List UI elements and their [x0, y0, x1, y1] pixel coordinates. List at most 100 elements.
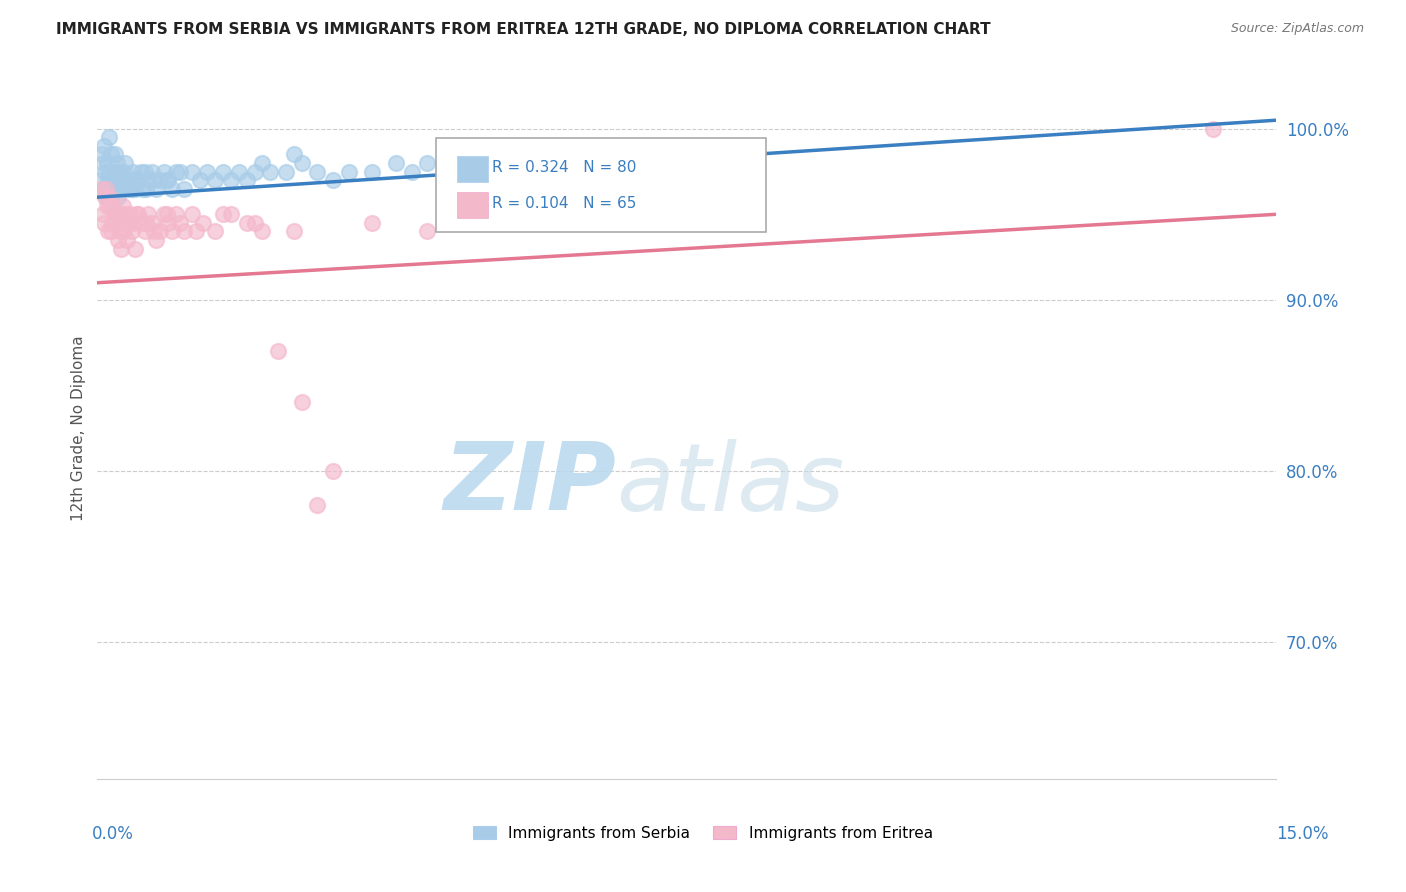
Point: [112, 224, 135, 238]
Point: [259, 164, 281, 178]
Point: [125, 173, 148, 187]
Point: [322, 464, 344, 478]
Point: [252, 224, 274, 238]
Point: [105, 207, 128, 221]
Point: [165, 164, 187, 178]
Point: [228, 164, 250, 178]
Point: [173, 181, 195, 195]
Point: [101, 199, 124, 213]
Point: [291, 395, 314, 409]
Legend: Immigrants from Serbia, Immigrants from Eritrea: Immigrants from Serbia, Immigrants from …: [467, 820, 939, 847]
Point: [91, 156, 114, 170]
Point: [91, 147, 114, 161]
Point: [212, 164, 235, 178]
Point: [101, 173, 124, 187]
Point: [169, 164, 191, 178]
Point: [235, 173, 257, 187]
Point: [101, 216, 124, 230]
Point: [114, 156, 136, 170]
Point: [219, 173, 242, 187]
Point: [135, 181, 157, 195]
Text: Source: ZipAtlas.com: Source: ZipAtlas.com: [1230, 22, 1364, 36]
Point: [416, 156, 439, 170]
Point: [100, 224, 122, 238]
Point: [195, 164, 218, 178]
Point: [212, 207, 235, 221]
Point: [307, 164, 329, 178]
Point: [180, 207, 202, 221]
Point: [188, 173, 211, 187]
Point: [100, 190, 122, 204]
Point: [111, 181, 134, 195]
Point: [104, 147, 127, 161]
Point: [149, 224, 172, 238]
Point: [401, 164, 423, 178]
Point: [274, 164, 297, 178]
Point: [93, 216, 115, 230]
Point: [127, 173, 149, 187]
Point: [94, 164, 117, 178]
Point: [464, 156, 486, 170]
Point: [121, 164, 143, 178]
Text: IMMIGRANTS FROM SERBIA VS IMMIGRANTS FROM ERITREA 12TH GRADE, NO DIPLOMA CORRELA: IMMIGRANTS FROM SERBIA VS IMMIGRANTS FRO…: [56, 22, 991, 37]
Point: [235, 216, 257, 230]
Point: [98, 164, 121, 178]
Point: [142, 173, 165, 187]
Point: [361, 216, 384, 230]
Point: [173, 224, 195, 238]
Point: [124, 242, 146, 256]
Point: [252, 156, 274, 170]
Point: [100, 147, 122, 161]
Point: [153, 164, 176, 178]
Point: [121, 181, 143, 195]
Point: [160, 224, 183, 238]
Point: [132, 181, 155, 195]
Point: [90, 181, 112, 195]
Text: R = 0.104   N = 65: R = 0.104 N = 65: [492, 196, 637, 211]
Point: [105, 164, 128, 178]
Point: [93, 139, 115, 153]
Point: [98, 130, 121, 145]
Point: [96, 156, 118, 170]
Point: [94, 190, 117, 204]
Point: [337, 164, 360, 178]
Point: [157, 216, 180, 230]
Point: [134, 224, 156, 238]
Point: [94, 190, 117, 204]
Text: ZIP: ZIP: [443, 438, 616, 530]
Point: [97, 224, 120, 238]
Point: [98, 190, 121, 204]
Point: [105, 156, 128, 170]
Point: [103, 173, 125, 187]
Point: [115, 181, 138, 195]
Point: [96, 199, 118, 213]
Point: [124, 181, 146, 195]
Point: [129, 164, 152, 178]
Point: [112, 164, 135, 178]
Point: [111, 207, 134, 221]
Point: [108, 181, 131, 195]
Point: [204, 173, 226, 187]
Point: [114, 207, 136, 221]
Point: [267, 344, 290, 359]
Point: [141, 164, 163, 178]
Point: [125, 207, 148, 221]
Point: [145, 233, 167, 247]
Point: [440, 164, 463, 178]
Point: [98, 173, 121, 187]
Point: [134, 164, 156, 178]
Point: [157, 173, 180, 187]
Point: [94, 181, 117, 195]
Point: [283, 147, 305, 161]
Point: [184, 224, 207, 238]
Point: [243, 216, 266, 230]
Point: [112, 181, 135, 195]
Point: [120, 181, 142, 195]
Point: [243, 164, 266, 178]
Point: [135, 216, 157, 230]
Point: [155, 173, 177, 187]
Point: [115, 233, 138, 247]
Text: 15.0%: 15.0%: [1277, 825, 1329, 843]
Point: [114, 216, 136, 230]
Point: [138, 207, 160, 221]
